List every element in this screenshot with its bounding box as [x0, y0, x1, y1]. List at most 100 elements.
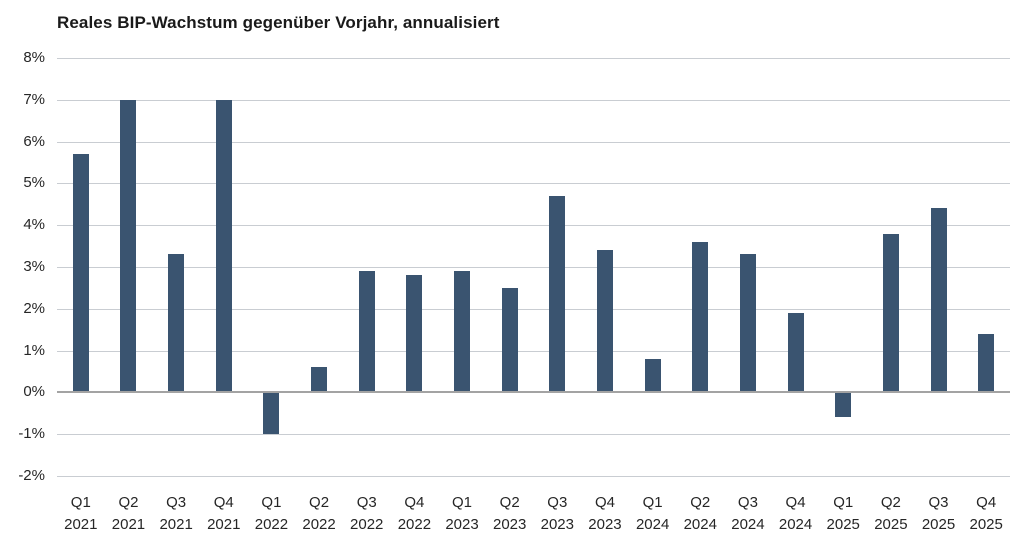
gridline [57, 225, 1010, 227]
bar-q4-2021 [215, 99, 232, 393]
x-axis-tick-label: Q1 2023 [434, 492, 490, 536]
x-tick-year: 2022 [397, 516, 432, 533]
x-axis-tick-label: Q2 2023 [482, 492, 538, 536]
x-axis-tick-label: Q3 2024 [720, 492, 776, 536]
gridline [57, 267, 1010, 268]
x-tick-quarter: Q3 [547, 494, 568, 511]
gridline [57, 476, 1010, 477]
y-axis-tick-label: 4% [23, 216, 45, 234]
x-axis-tick-label: Q1 2024 [625, 492, 681, 536]
bar-q4-2024 [787, 312, 804, 393]
zero-axis-line [57, 391, 1010, 394]
x-tick-quarter: Q4 [976, 494, 997, 511]
x-tick-quarter: Q4 [213, 494, 234, 511]
y-axis-tick-label: 3% [23, 258, 45, 275]
gridline [57, 183, 1010, 185]
x-axis-tick-label: Q3 2021 [148, 492, 204, 536]
gridline [57, 350, 1010, 352]
bar-q1-2021 [72, 154, 89, 393]
x-axis-tick-label: Q3 2025 [911, 492, 967, 536]
bar-q2-2024 [692, 241, 709, 393]
y-axis-tick-label: 6% [23, 132, 45, 150]
bar-q4-2025 [978, 333, 995, 393]
x-tick-year: 2021 [111, 516, 146, 533]
x-tick-quarter: Q2 [118, 494, 139, 511]
bar-q3-2025 [930, 208, 947, 393]
x-tick-quarter: Q2 [499, 494, 520, 511]
x-tick-quarter: Q4 [785, 494, 806, 511]
x-axis-tick-label: Q3 2023 [529, 492, 585, 536]
bar-q3-2024 [739, 254, 756, 393]
bar-q4-2023 [596, 250, 613, 393]
x-tick-year: 2024 [778, 516, 813, 533]
x-tick-year: 2024 [683, 516, 717, 533]
y-axis-tick-label: 1% [23, 341, 45, 359]
x-tick-year: 2022 [350, 516, 384, 533]
x-axis-tick-label: Q1 2021 [53, 492, 109, 536]
bar-q3-2022 [358, 271, 375, 393]
x-tick-quarter: Q2 [309, 494, 330, 511]
x-tick-year: 2025 [874, 516, 908, 533]
y-axis-tick-label: 5% [23, 174, 45, 192]
y-axis-tick-label: 7% [23, 90, 45, 108]
x-tick-year: 2023 [540, 516, 574, 533]
x-tick-year: 2021 [64, 516, 98, 533]
x-tick-quarter: Q2 [690, 494, 711, 511]
x-tick-year: 2025 [969, 516, 1003, 533]
x-axis-tick-label: Q4 2024 [768, 492, 824, 536]
x-axis-tick-label: Q1 2025 [815, 492, 871, 536]
gridline [57, 434, 1010, 436]
y-axis-tick-label: -1% [18, 425, 45, 443]
x-tick-year: 2023 [445, 516, 479, 533]
bar-q3-2023 [549, 195, 566, 393]
bar-q1-2023 [454, 271, 471, 393]
x-tick-quarter: Q1 [70, 494, 91, 511]
x-tick-quarter: Q2 [880, 494, 901, 511]
x-tick-year: 2022 [302, 516, 336, 533]
x-tick-year: 2022 [254, 516, 289, 533]
x-tick-quarter: Q3 [737, 494, 758, 511]
x-tick-quarter: Q1 [261, 494, 282, 511]
x-axis-tick-label: Q4 2023 [577, 492, 633, 536]
x-axis-tick-label: Q4 2022 [386, 492, 442, 536]
gridline [57, 58, 1010, 59]
gridline [57, 141, 1010, 143]
y-axis-tick-label: 2% [23, 299, 45, 317]
bar-q2-2023 [501, 287, 518, 393]
x-tick-year: 2021 [207, 516, 241, 533]
bar-q1-2024 [644, 358, 661, 393]
x-axis-tick-label: Q2 2024 [672, 492, 728, 536]
x-tick-quarter: Q3 [166, 494, 187, 511]
x-tick-quarter: Q1 [642, 494, 663, 511]
x-tick-year: 2023 [492, 516, 527, 533]
bar-q2-2025 [882, 233, 899, 393]
x-tick-quarter: Q4 [594, 494, 615, 511]
bar-q2-2021 [120, 99, 137, 393]
x-axis-tick-label: Q2 2022 [291, 492, 347, 536]
y-axis-tick-label: 8% [23, 49, 45, 66]
y-axis-tick-label: 0% [23, 383, 45, 401]
x-tick-year: 2025 [826, 516, 860, 533]
x-tick-quarter: Q1 [833, 494, 854, 511]
x-axis-tick-label: Q2 2021 [100, 492, 156, 536]
x-axis-tick-label: Q2 2025 [863, 492, 919, 536]
x-tick-year: 2021 [159, 516, 193, 533]
x-tick-year: 2024 [635, 516, 670, 533]
bar-q2-2022 [311, 367, 328, 393]
x-axis-tick-label: Q4 2021 [196, 492, 252, 536]
x-axis-tick-label: Q4 2025 [958, 492, 1014, 536]
gridline [57, 308, 1010, 310]
x-tick-year: 2023 [588, 516, 622, 533]
bar-q4-2022 [406, 275, 423, 393]
bar-q3-2021 [168, 254, 185, 393]
x-axis-tick-label: Q1 2022 [243, 492, 299, 536]
x-tick-quarter: Q3 [928, 494, 949, 511]
bar-q1-2022 [263, 392, 280, 435]
y-axis-tick-label: -2% [18, 467, 45, 484]
x-tick-quarter: Q3 [356, 494, 377, 511]
chart-title: Reales BIP-Wachstum gegenüber Vorjahr, a… [57, 13, 500, 32]
x-tick-quarter: Q4 [404, 494, 425, 511]
gridline [57, 99, 1010, 101]
x-tick-year: 2025 [921, 516, 956, 533]
